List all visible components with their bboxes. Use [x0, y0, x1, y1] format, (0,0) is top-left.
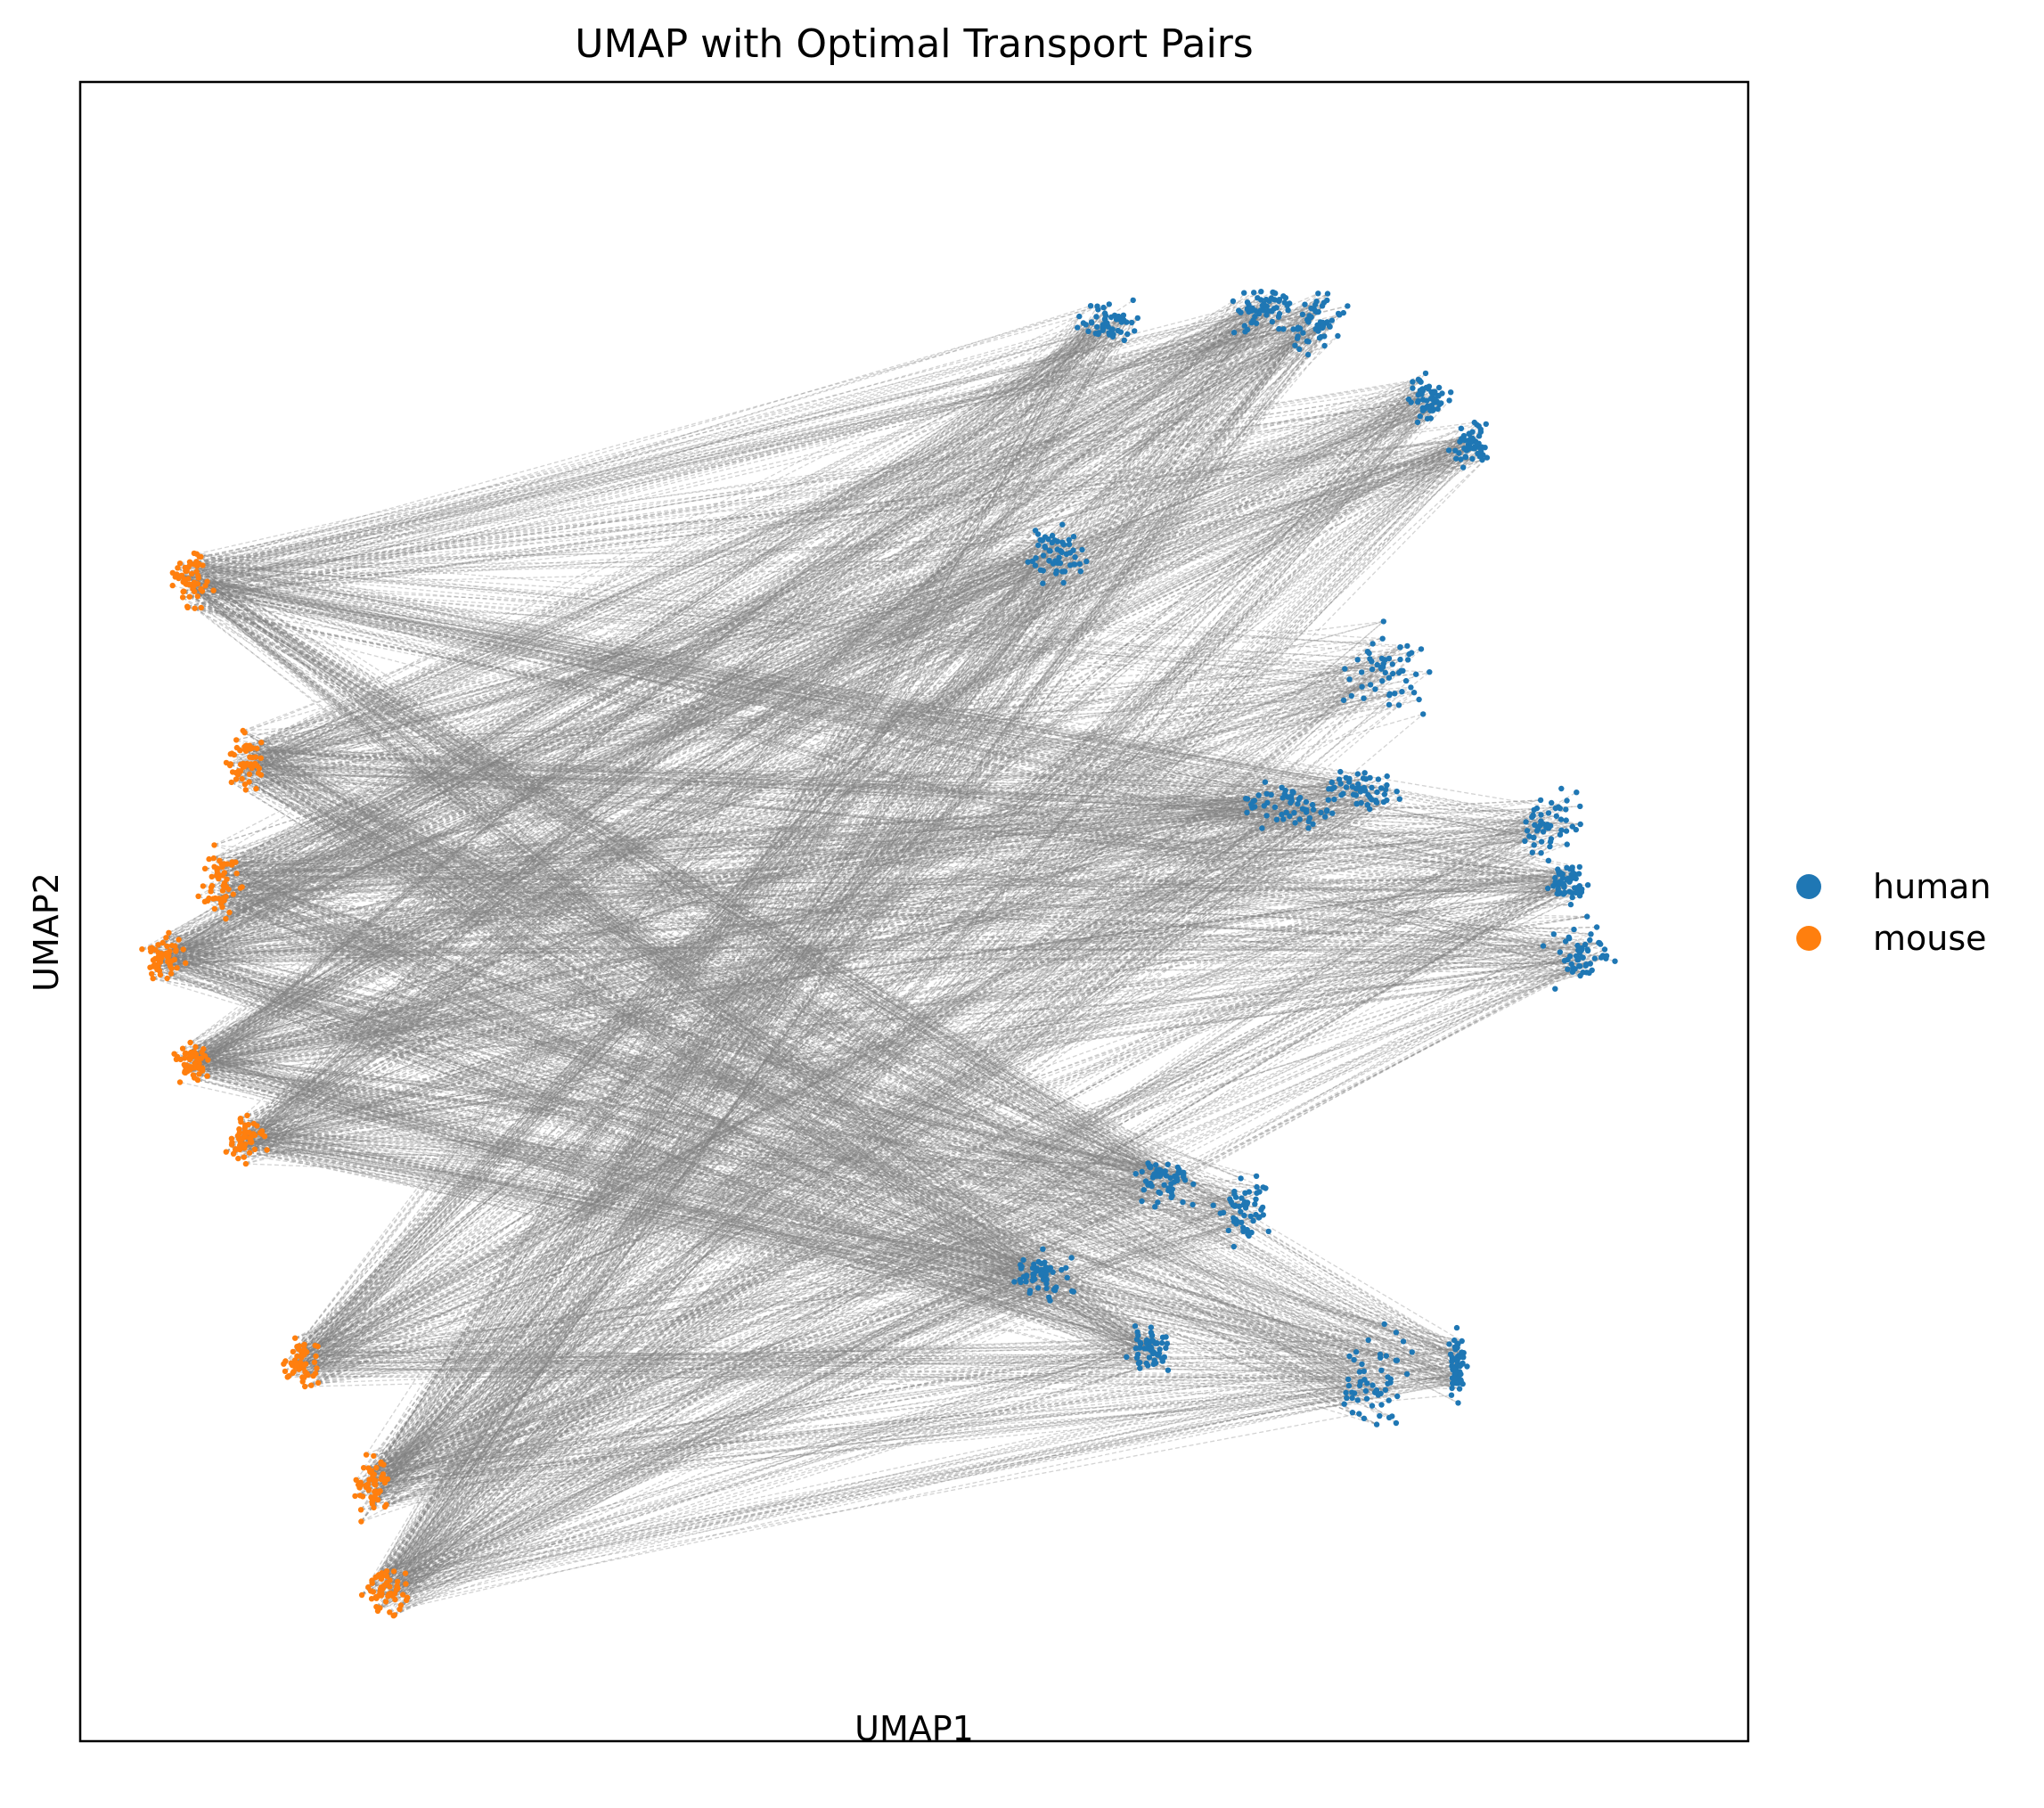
scatter-plot	[0, 0, 2044, 1808]
